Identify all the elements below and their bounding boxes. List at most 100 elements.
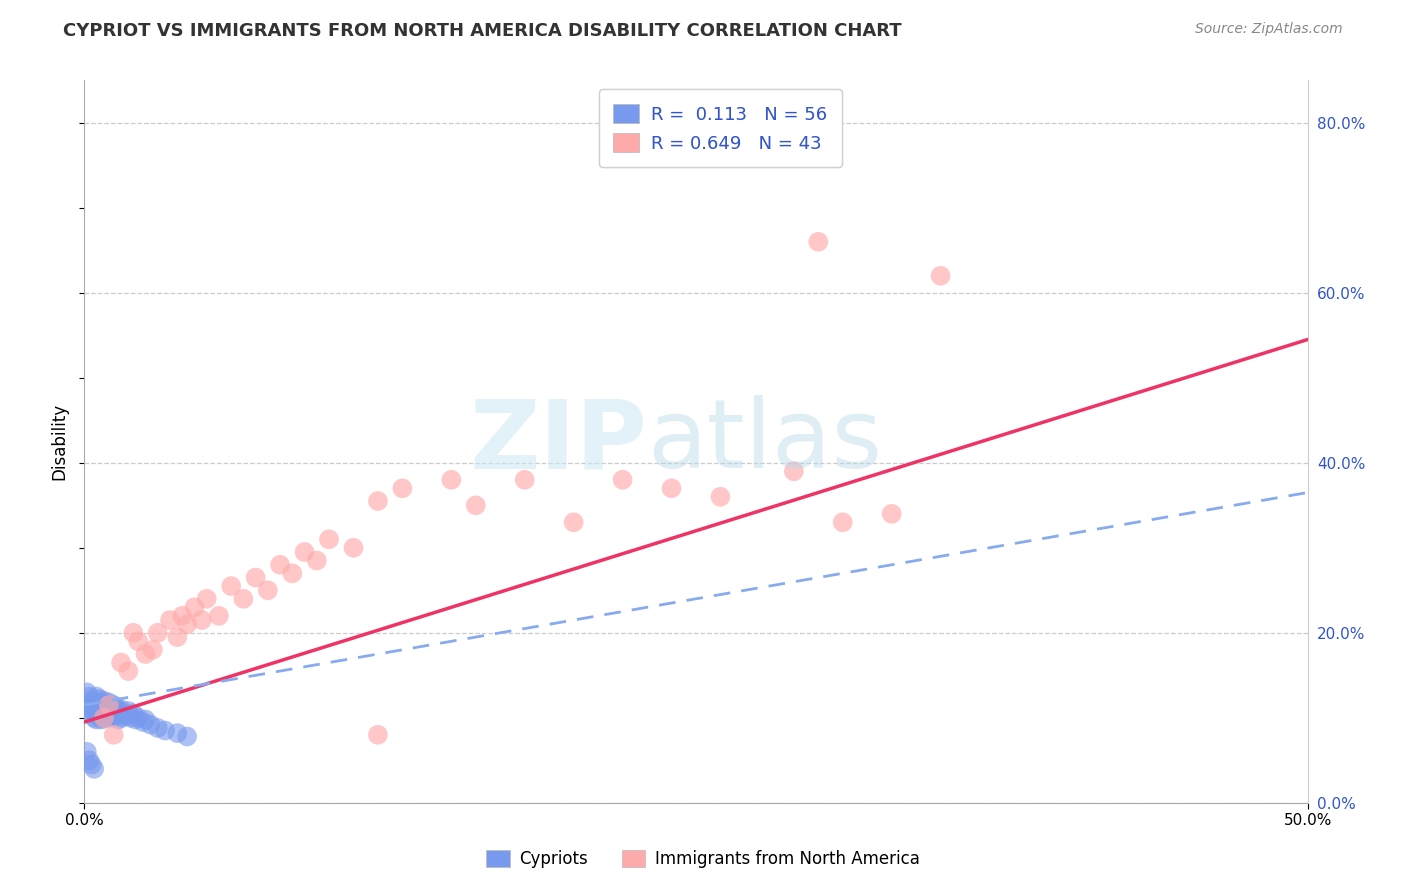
Point — [76, 745, 98, 759]
Point — [97, 711, 120, 725]
Point — [86, 704, 108, 718]
Point — [105, 700, 128, 714]
Point — [90, 704, 112, 718]
Point — [245, 570, 267, 584]
Point — [93, 711, 115, 725]
Y-axis label: Disability: Disability — [51, 403, 69, 480]
Point — [661, 481, 683, 495]
Point — [219, 579, 242, 593]
Point — [146, 625, 169, 640]
Point — [100, 709, 122, 723]
Point — [77, 753, 100, 767]
Point — [87, 700, 110, 714]
Point — [191, 613, 214, 627]
Point — [166, 726, 188, 740]
Point — [153, 723, 176, 738]
Legend: R =  0.113   N = 56, R = 0.649   N = 43: R = 0.113 N = 56, R = 0.649 N = 43 — [599, 89, 842, 167]
Point — [77, 698, 100, 712]
Point — [562, 516, 585, 530]
Point — [93, 694, 115, 708]
Point — [97, 702, 120, 716]
Point — [391, 481, 413, 495]
Point — [103, 706, 125, 721]
Point — [880, 507, 903, 521]
Point — [807, 235, 830, 249]
Point — [281, 566, 304, 581]
Point — [83, 711, 105, 725]
Point — [783, 464, 806, 478]
Point — [513, 473, 536, 487]
Point — [117, 664, 139, 678]
Point — [86, 690, 108, 704]
Point — [93, 702, 115, 716]
Point — [83, 696, 105, 710]
Point — [159, 613, 181, 627]
Point — [105, 709, 128, 723]
Point — [122, 706, 145, 721]
Point — [107, 704, 129, 718]
Point — [86, 698, 108, 712]
Point — [76, 685, 98, 699]
Point — [122, 625, 145, 640]
Point — [77, 690, 100, 704]
Point — [115, 709, 138, 723]
Point — [80, 702, 103, 716]
Point — [208, 608, 231, 623]
Point — [132, 714, 155, 729]
Point — [612, 473, 634, 487]
Point — [305, 553, 328, 567]
Point — [135, 713, 157, 727]
Point — [97, 698, 120, 712]
Point — [195, 591, 218, 606]
Point — [831, 516, 853, 530]
Point — [139, 717, 162, 731]
Text: ZIP: ZIP — [470, 395, 647, 488]
Point — [709, 490, 731, 504]
Point — [146, 721, 169, 735]
Point — [80, 694, 103, 708]
Text: Source: ZipAtlas.com: Source: ZipAtlas.com — [1195, 22, 1343, 37]
Legend: Cypriots, Immigrants from North America: Cypriots, Immigrants from North America — [479, 843, 927, 875]
Point — [294, 545, 316, 559]
Point — [90, 696, 112, 710]
Point — [83, 762, 105, 776]
Point — [367, 494, 389, 508]
Point — [93, 711, 115, 725]
Point — [87, 692, 110, 706]
Point — [127, 634, 149, 648]
Point — [367, 728, 389, 742]
Point — [135, 647, 157, 661]
Point — [112, 706, 135, 721]
Point — [127, 711, 149, 725]
Point — [176, 730, 198, 744]
Point — [103, 728, 125, 742]
Point — [110, 702, 132, 716]
Point — [342, 541, 364, 555]
Point — [120, 711, 142, 725]
Point — [80, 706, 103, 721]
Point — [87, 709, 110, 723]
Point — [86, 713, 108, 727]
Point — [117, 704, 139, 718]
Point — [440, 473, 463, 487]
Point — [83, 704, 105, 718]
Point — [96, 698, 118, 712]
Point — [96, 706, 118, 721]
Point — [110, 656, 132, 670]
Point — [83, 700, 105, 714]
Point — [100, 700, 122, 714]
Point — [166, 630, 188, 644]
Point — [172, 608, 194, 623]
Point — [97, 696, 120, 710]
Point — [929, 268, 952, 283]
Text: CYPRIOT VS IMMIGRANTS FROM NORTH AMERICA DISABILITY CORRELATION CHART: CYPRIOT VS IMMIGRANTS FROM NORTH AMERICA… — [63, 22, 901, 40]
Point — [232, 591, 254, 606]
Point — [103, 698, 125, 712]
Point — [183, 600, 205, 615]
Point — [318, 533, 340, 547]
Point — [125, 713, 148, 727]
Point — [257, 583, 280, 598]
Point — [176, 617, 198, 632]
Point — [110, 711, 132, 725]
Point — [142, 642, 165, 657]
